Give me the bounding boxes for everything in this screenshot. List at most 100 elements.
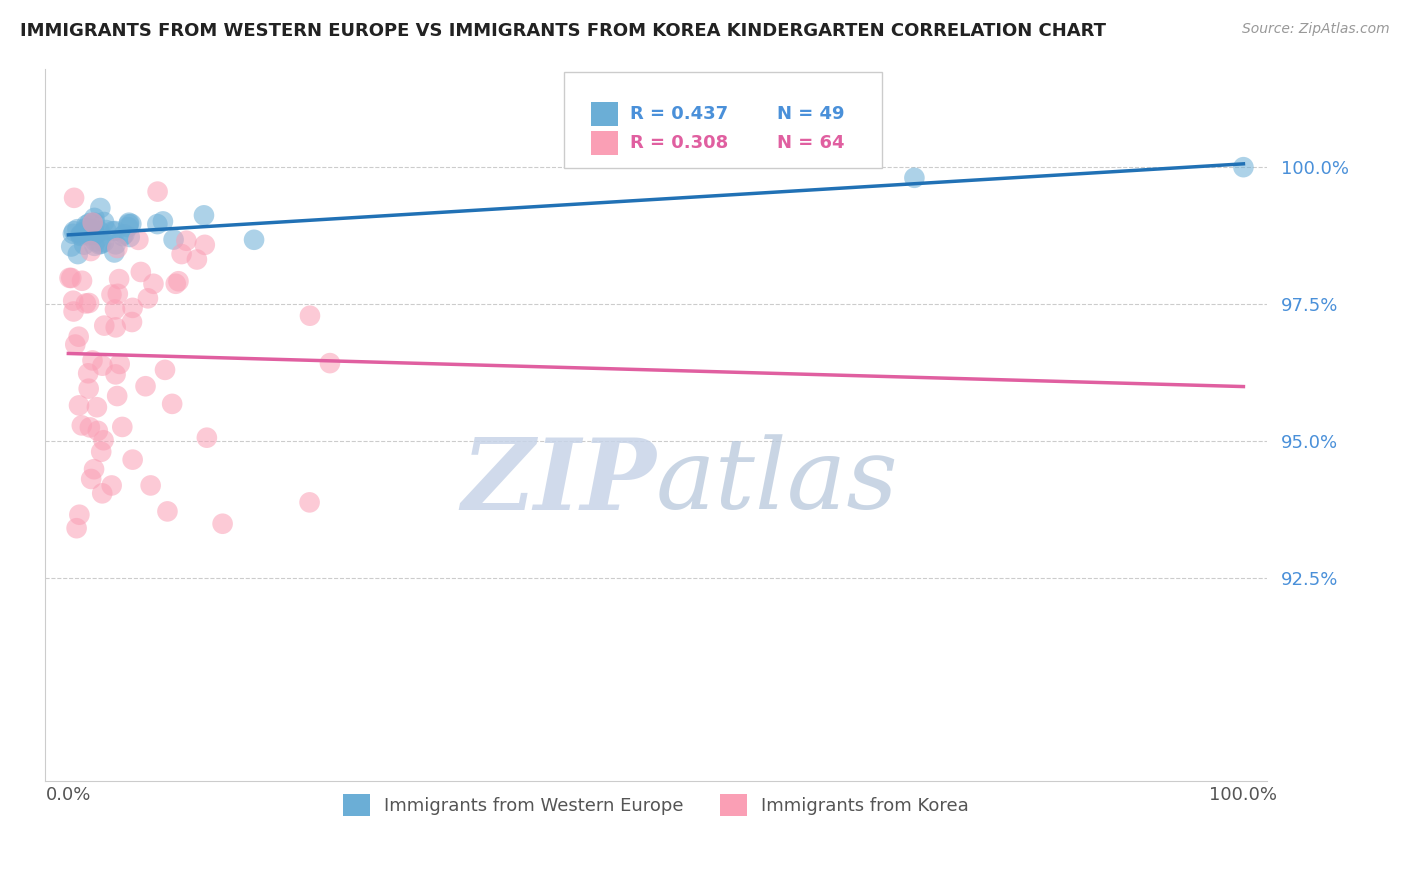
- Text: Source: ZipAtlas.com: Source: ZipAtlas.com: [1241, 22, 1389, 37]
- Point: [93, 235, 115, 250]
- Point: [91, 486, 114, 500]
- Legend: Immigrants from Western Europe, Immigrants from Korea: Immigrants from Western Europe, Immigran…: [333, 785, 979, 825]
- Point: [93, 318, 115, 333]
- Point: [83, 462, 105, 476]
- Point: [93, 215, 115, 229]
- Point: [139, 478, 162, 492]
- Point: [63, 224, 86, 238]
- Text: R = 0.308: R = 0.308: [630, 134, 728, 153]
- Point: [89, 224, 111, 238]
- Point: [117, 220, 139, 235]
- Point: [298, 309, 321, 323]
- Point: [105, 241, 128, 255]
- Point: [76, 228, 98, 243]
- Point: [84, 227, 107, 242]
- Point: [136, 291, 159, 305]
- Point: [170, 247, 193, 261]
- Point: [87, 424, 110, 438]
- Point: [93, 434, 115, 448]
- Point: [108, 357, 131, 371]
- Point: [120, 217, 142, 231]
- Bar: [591, 131, 619, 155]
- Point: [105, 389, 128, 403]
- Point: [80, 244, 103, 258]
- Point: [79, 420, 101, 434]
- Point: [70, 227, 93, 241]
- Point: [73, 237, 96, 252]
- Point: [101, 224, 124, 238]
- Point: [100, 478, 122, 492]
- Point: [77, 227, 100, 241]
- Text: IMMIGRANTS FROM WESTERN EUROPE VS IMMIGRANTS FROM KOREA KINDERGARTEN CORRELATION: IMMIGRANTS FROM WESTERN EUROPE VS IMMIGR…: [20, 22, 1105, 40]
- Point: [67, 398, 90, 412]
- Point: [118, 216, 141, 230]
- Point: [75, 296, 97, 310]
- Point: [83, 216, 105, 230]
- Point: [134, 379, 156, 393]
- Point: [112, 227, 135, 242]
- Point: [298, 495, 321, 509]
- Point: [319, 356, 342, 370]
- Point: [60, 239, 83, 253]
- Point: [86, 401, 108, 415]
- Point: [121, 452, 143, 467]
- Point: [162, 233, 184, 247]
- Point: [121, 315, 143, 329]
- Point: [79, 216, 101, 230]
- Point: [903, 170, 925, 185]
- Point: [82, 353, 104, 368]
- Point: [83, 211, 105, 225]
- Point: [108, 272, 131, 286]
- Point: [111, 229, 134, 244]
- Point: [103, 245, 125, 260]
- Point: [66, 222, 89, 236]
- Point: [243, 233, 266, 247]
- Point: [75, 218, 97, 232]
- Point: [70, 418, 93, 433]
- Point: [65, 337, 87, 351]
- Point: [69, 228, 91, 243]
- Text: N = 64: N = 64: [778, 134, 845, 153]
- Point: [83, 239, 105, 253]
- Point: [152, 214, 174, 228]
- Point: [80, 472, 103, 486]
- Point: [83, 224, 105, 238]
- Point: [1232, 160, 1254, 174]
- Point: [67, 508, 90, 522]
- Point: [104, 320, 127, 334]
- Point: [111, 420, 134, 434]
- Point: [167, 274, 190, 288]
- Point: [100, 287, 122, 301]
- Point: [90, 236, 112, 251]
- Text: ZIP: ZIP: [461, 434, 655, 530]
- Point: [83, 224, 105, 238]
- Point: [75, 221, 97, 235]
- Point: [156, 504, 179, 518]
- Point: [193, 208, 215, 222]
- Point: [121, 301, 143, 315]
- Point: [63, 191, 86, 205]
- Point: [146, 217, 169, 231]
- Point: [211, 516, 233, 531]
- Point: [153, 363, 176, 377]
- Point: [104, 237, 127, 252]
- Point: [104, 302, 127, 317]
- Point: [118, 230, 141, 244]
- Point: [176, 234, 198, 248]
- Point: [107, 286, 129, 301]
- Point: [91, 359, 114, 373]
- Point: [142, 277, 165, 291]
- Point: [104, 368, 127, 382]
- Point: [165, 277, 187, 291]
- Point: [90, 444, 112, 458]
- Point: [80, 227, 103, 242]
- Point: [186, 252, 208, 267]
- Point: [89, 201, 111, 215]
- Point: [62, 304, 84, 318]
- Point: [104, 224, 127, 238]
- Point: [69, 227, 91, 242]
- Point: [89, 237, 111, 252]
- Point: [62, 227, 84, 241]
- Point: [58, 271, 80, 285]
- Point: [129, 265, 152, 279]
